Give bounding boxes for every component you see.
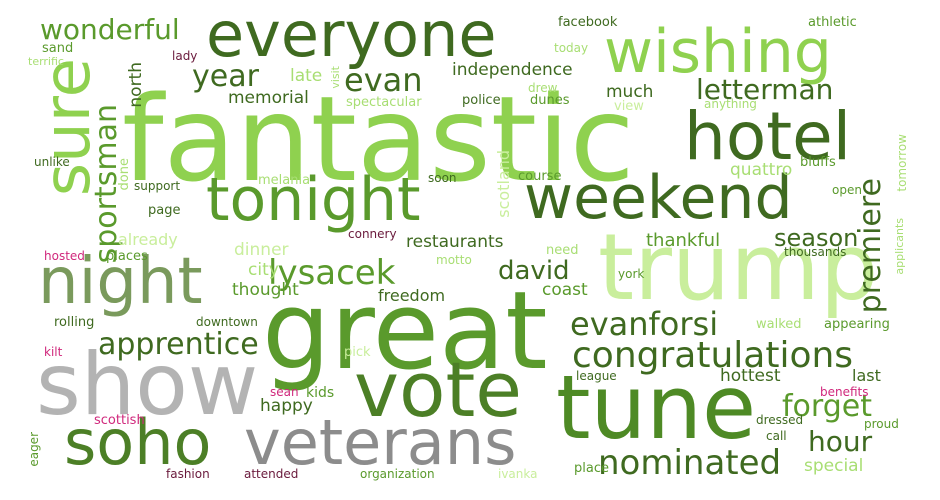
word-everyone: everyone: [206, 0, 497, 71]
word-benefits: benefits: [820, 385, 869, 399]
word-year: year: [192, 59, 259, 94]
word-vote: vote: [354, 345, 523, 434]
word-coast: coast: [542, 280, 588, 300]
word-tomorrow: tomorrow: [895, 134, 909, 192]
word-sand: sand: [42, 41, 74, 56]
word-scotland: scotland: [494, 150, 513, 218]
word-soon: soon: [428, 171, 457, 185]
word-motto: motto: [436, 253, 472, 267]
word-athletic: athletic: [808, 15, 857, 30]
word-dinner: dinner: [234, 240, 289, 260]
word-attended: attended: [244, 467, 299, 481]
word-special: special: [804, 456, 864, 476]
word-soho: soho: [64, 406, 212, 479]
word-organization: organization: [360, 467, 435, 481]
word-eager: eager: [27, 432, 41, 467]
word-tonight: tonight: [206, 165, 421, 235]
word-congratulations: congratulations: [572, 335, 854, 376]
word-david: david: [498, 256, 570, 286]
word-appearing: appearing: [824, 317, 890, 332]
word-quattro: quattro: [730, 160, 793, 180]
word-late: late: [290, 66, 323, 86]
word-police: police: [462, 93, 501, 108]
word-evanforsi: evanforsi: [570, 305, 719, 343]
word-york: york: [618, 267, 645, 281]
word-apprentice: apprentice: [98, 327, 259, 362]
word-dressed: dressed: [756, 413, 804, 427]
word-sean: sean: [270, 385, 299, 399]
word-wishing: wishing: [604, 17, 832, 87]
word-fashion: fashion: [166, 467, 210, 481]
word-happy: happy: [260, 396, 313, 416]
word-thankful: thankful: [646, 230, 721, 251]
word-scottish: scottish: [94, 413, 145, 428]
word-pick: pick: [344, 345, 371, 360]
word-hosted: hosted: [44, 249, 85, 263]
word-course: course: [518, 169, 562, 184]
word-unlike: unlike: [34, 155, 70, 169]
word-much: much: [606, 82, 654, 102]
word-independence: independence: [452, 60, 573, 80]
word-walked: walked: [756, 317, 802, 332]
word-lysacek: lysacek: [268, 253, 396, 293]
word-call: call: [766, 429, 787, 443]
word-hotel: hotel: [684, 98, 852, 175]
word-veterans: veterans: [244, 406, 517, 479]
word-league: league: [576, 369, 617, 383]
word-thousands: thousands: [784, 245, 847, 259]
word-done: done: [117, 158, 132, 191]
word-support: support: [134, 179, 181, 193]
word-city: city: [248, 260, 279, 280]
word-trump: trump: [598, 214, 879, 321]
word-hottest: hottest: [720, 366, 781, 386]
word-bluffs: bluffs: [800, 155, 836, 170]
word-rolling: rolling: [54, 315, 95, 330]
word-today: today: [554, 41, 589, 55]
word-ivanka: ivanka: [498, 467, 538, 481]
word-open: open: [832, 183, 862, 197]
word-hour: hour: [808, 425, 873, 458]
word-page: page: [148, 203, 181, 218]
word-north: north: [126, 62, 146, 108]
word-forget: forget: [782, 389, 872, 424]
word-visit: visit: [329, 66, 342, 89]
word-need: need: [546, 243, 579, 258]
word-weekend: weekend: [524, 163, 793, 233]
word-thought: thought: [232, 280, 299, 300]
word-terrific: terrific: [28, 55, 64, 68]
word-kilt: kilt: [44, 345, 63, 359]
word-show: show: [36, 335, 259, 435]
word-anything: anything: [704, 97, 757, 111]
word-facebook: facebook: [558, 15, 618, 30]
word-letterman: letterman: [696, 73, 834, 106]
word-dunes: dunes: [530, 93, 570, 108]
word-applicants: applicants: [893, 218, 906, 275]
word-lady: lady: [172, 49, 198, 63]
word-connery: connery: [348, 227, 397, 241]
word-tune: tune: [556, 356, 757, 459]
word-kids: kids: [306, 385, 335, 401]
word-evan: evan: [344, 61, 423, 99]
word-proud: proud: [864, 417, 899, 431]
word-nominated: nominated: [598, 443, 782, 483]
word-memorial: memorial: [228, 88, 309, 108]
word-great: great: [262, 269, 548, 394]
word-premiere: premiere: [853, 178, 888, 314]
word-place: place: [574, 461, 609, 476]
word-restaurants: restaurants: [406, 232, 504, 252]
word-wonderful: wonderful: [40, 13, 180, 46]
word-view: view: [614, 99, 644, 114]
word-melania: melania: [258, 173, 311, 188]
word-spectacular: spectacular: [346, 95, 422, 110]
word-last: last: [852, 366, 881, 385]
word-fantastic: fantastic: [122, 70, 635, 208]
word-night: night: [38, 245, 203, 319]
word-freedom: freedom: [378, 286, 446, 305]
word-already: already: [118, 230, 178, 249]
word-season: season: [774, 224, 859, 252]
word-downtown: downtown: [196, 315, 258, 329]
word-drew: drew: [528, 81, 558, 95]
word-places: places: [106, 249, 148, 264]
